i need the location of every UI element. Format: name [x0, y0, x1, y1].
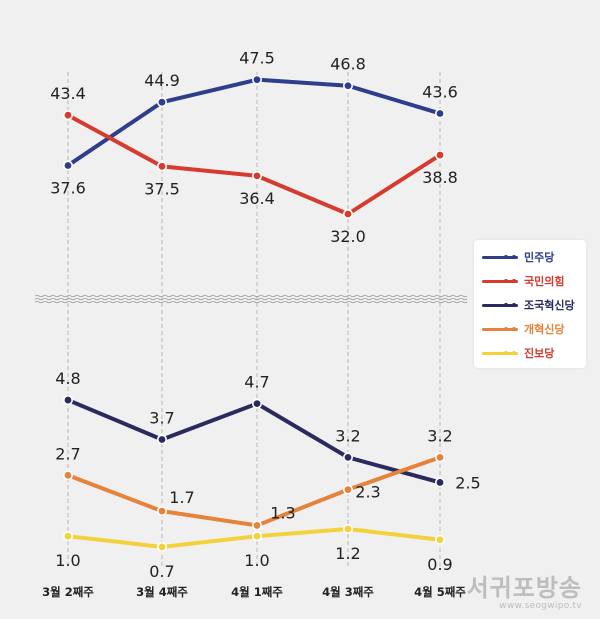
data-point-2-2 [252, 398, 263, 409]
data-point-0-2 [252, 74, 263, 85]
watermark: 서귀포방송 www.seogwipo.tv [467, 568, 582, 611]
data-label-2-1: 3.7 [149, 408, 174, 427]
watermark-url: www.seogwipo.tv [499, 601, 582, 611]
legend-item-2: 국민의힘 [482, 270, 564, 292]
x-tick-label-1: 3월 2째주 [42, 585, 94, 599]
data-point-0-3 [342, 80, 353, 91]
data-point-2-3 [342, 452, 353, 463]
legend-label-1: 민주당 [524, 251, 555, 264]
data-label-1-3: 32.0 [330, 227, 366, 246]
data-label-0-1: 44.9 [144, 71, 180, 90]
data-label-0-3: 46.8 [330, 55, 366, 74]
data-point-1-1 [157, 161, 168, 172]
data-point-3-2 [252, 520, 263, 531]
legend-label-5: 진보당 [524, 347, 555, 360]
data-point-3-1 [157, 506, 168, 517]
x-tick-label-3: 4월 1째주 [231, 585, 283, 599]
legend-swatch-2 [482, 278, 518, 283]
data-label-2-3: 3.2 [335, 426, 360, 445]
data-point-4-2 [252, 531, 263, 542]
data-label-0-4: 43.6 [422, 82, 458, 101]
data-point-2-1 [157, 434, 168, 445]
data-label-3-3: 2.3 [355, 483, 380, 502]
data-label-1-4: 38.8 [422, 168, 458, 187]
data-label-2-2: 4.7 [244, 373, 269, 392]
data-label-4-1: 0.7 [149, 562, 174, 581]
series-line-2 [66, 398, 442, 485]
data-label-4-0: 1.0 [55, 551, 80, 570]
legend-swatch-5 [482, 350, 518, 355]
legend-swatch-1 [482, 254, 518, 259]
series-points [62, 74, 445, 552]
data-label-1-0: 43.4 [50, 84, 86, 103]
legend-label-3: 조국혁신당 [524, 299, 575, 312]
data-label-1-2: 36.4 [239, 189, 275, 208]
legend-swatch-4 [482, 326, 518, 331]
data-label-0-2: 47.5 [239, 49, 275, 68]
series-lines [66, 77, 442, 549]
legend-label-4: 개혁신당 [524, 323, 565, 336]
data-point-4-1 [157, 541, 168, 552]
chart-grid [67, 72, 441, 567]
series-line-0 [66, 77, 442, 168]
data-point-0-1 [157, 97, 168, 108]
data-label-2-0: 4.8 [55, 369, 80, 388]
data-point-0-4 [434, 108, 445, 119]
legend-item-3: 조국혁신당 [482, 294, 575, 316]
data-point-3-3 [342, 484, 353, 495]
data-label-1-1: 37.5 [144, 179, 180, 198]
data-point-1-3 [342, 209, 353, 220]
data-label-2-4: 2.5 [455, 473, 480, 492]
data-point-2-4 [434, 477, 445, 488]
legend-item-4: 개혁신당 [482, 318, 564, 340]
axis-break-wave-3 [34, 300, 468, 304]
x-axis-ticks: 3월 2째주 3월 4째주 4월 1째주 4월 3째주 4월 5째주 [42, 585, 466, 599]
x-tick-label-2: 3월 4째주 [136, 585, 188, 599]
data-point-1-2 [252, 170, 263, 181]
data-point-1-4 [434, 150, 445, 161]
data-point-3-0 [62, 470, 73, 481]
data-label-4-3: 1.2 [335, 544, 360, 563]
legend-swatch-3 [482, 302, 518, 307]
x-tick-label-4: 4월 3째주 [322, 585, 374, 599]
data-label-3-0: 2.7 [55, 444, 80, 463]
data-point-1-0 [62, 110, 73, 121]
data-labels: 37.6 44.9 47.5 46.8 43.6 43.4 37.5 36.4 32.0 38.8… [50, 49, 481, 581]
data-label-4-2: 1.0 [244, 551, 269, 570]
data-label-3-2: 1.3 [270, 503, 295, 522]
x-tick-label-5: 4월 5째주 [414, 585, 466, 599]
data-point-3-4 [434, 452, 445, 463]
data-label-4-4: 0.9 [427, 555, 452, 574]
axis-break-wave-1 [34, 294, 468, 298]
axis-break [34, 294, 468, 304]
data-point-0-0 [62, 160, 73, 171]
data-label-3-4: 3.2 [427, 426, 452, 445]
data-point-2-0 [62, 395, 73, 406]
axis-break-wave-2 [34, 297, 468, 301]
data-point-4-0 [62, 531, 73, 542]
data-label-0-0: 37.6 [50, 178, 86, 197]
data-point-4-4 [434, 534, 445, 545]
data-label-3-1: 1.7 [169, 488, 194, 507]
data-point-4-3 [342, 524, 353, 535]
legend-item-1: 민주당 [482, 246, 554, 268]
watermark-title: 서귀포방송 [466, 573, 582, 602]
legend-item-5: 진보당 [482, 342, 554, 364]
legend-label-2: 국민의힘 [524, 275, 565, 288]
